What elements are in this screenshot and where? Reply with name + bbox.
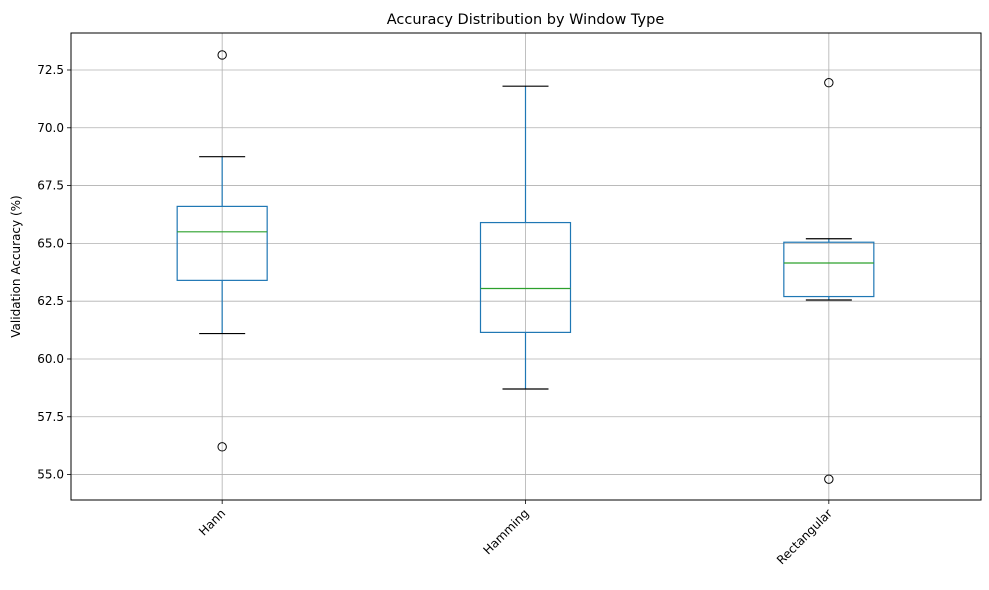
plot-area-frame (70, 32, 982, 501)
y-tick-label: 70.0 (37, 121, 64, 135)
iqr-box (783, 241, 875, 298)
box-hann (176, 50, 268, 452)
y-tick-label: 67.5 (37, 179, 64, 193)
axis-ticks: 55.0 57.5 60.0 62.5 65.0 67.5 70.0 72.5 Hann Hamm… (37, 63, 835, 567)
y-axis-label: Validation Accuracy (%) (9, 195, 23, 337)
outlier-point (824, 78, 834, 88)
y-tick-label: 72.5 (37, 63, 64, 77)
y-tick-label: 60.0 (37, 352, 64, 366)
outlier-point (217, 442, 227, 452)
outlier-point (824, 474, 834, 484)
x-tick-label: Rectangular (774, 506, 835, 567)
y-tick-label: 55.0 (37, 468, 64, 482)
y-tick-label: 57.5 (37, 410, 64, 424)
outlier-point (217, 50, 227, 60)
y-tick-label: 65.0 (37, 236, 64, 250)
iqr-box (176, 205, 268, 281)
x-tick-label: Hamming (480, 506, 531, 557)
chart-title: Accuracy Distribution by Window Type (387, 12, 665, 28)
y-tick-label: 62.5 (37, 294, 64, 308)
box-rectangular (783, 78, 875, 484)
iqr-box (479, 221, 572, 333)
box-series (176, 50, 875, 484)
box-hamming (479, 85, 572, 390)
x-tick-label: Hann (196, 506, 228, 538)
